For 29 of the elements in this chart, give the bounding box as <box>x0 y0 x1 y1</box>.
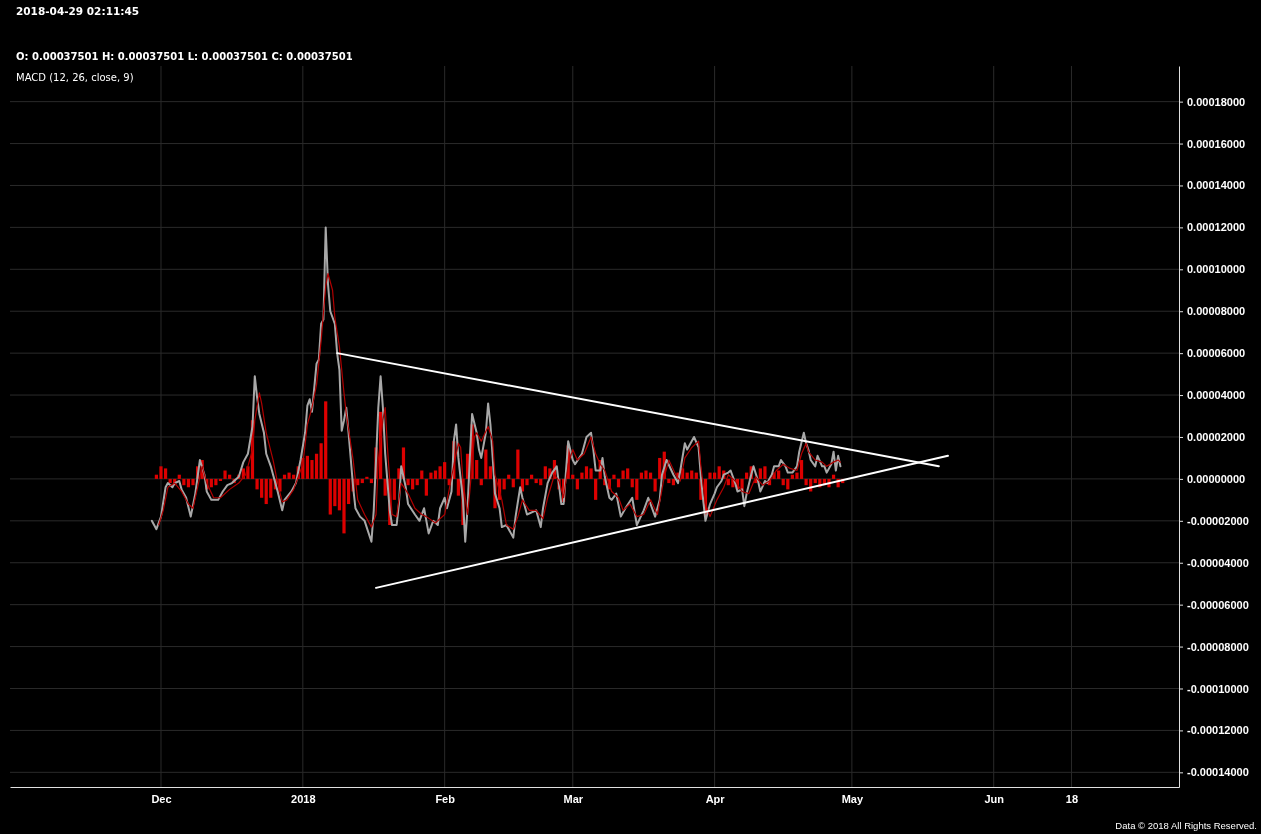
y-tick-label: -0.00008000 <box>1187 640 1249 653</box>
x-tick-label: Jun <box>984 792 1005 805</box>
y-tick-label: -0.00012000 <box>1187 724 1249 737</box>
y-tick-label: -0.00006000 <box>1187 598 1249 611</box>
y-tick-label: 0.00006000 <box>1187 347 1246 360</box>
x-tick-label: 2018 <box>291 792 316 805</box>
y-tick-label: -0.00004000 <box>1187 556 1249 569</box>
text: 2018-04-29 02:11:45 <box>16 5 140 17</box>
text: Data © 2018 All Rights Reserved. <box>1115 820 1257 831</box>
text: O: 0.00037501 H: 0.00037501 L: 0.00037501 C: 0.00037501 <box>16 51 353 62</box>
y-tick-label: -0.00010000 <box>1187 682 1249 695</box>
x-tick-label: Dec <box>151 792 172 805</box>
x-tick-label: Mar <box>563 792 584 805</box>
y-tick-label: 0.00018000 <box>1187 95 1246 108</box>
y-tick-label: -0.00014000 <box>1187 766 1249 779</box>
y-tick-label: 0.00012000 <box>1187 221 1246 234</box>
y-tick-label: 0.00002000 <box>1187 431 1246 443</box>
y-tick-label: 0.00016000 <box>1187 137 1246 150</box>
annotation: MACD (12, 26, close, 9) <box>16 72 134 83</box>
y-tick-label: 0.00008000 <box>1187 305 1246 318</box>
x-tick-label: May <box>841 792 864 805</box>
y-tick-label: 0.00010000 <box>1187 263 1246 276</box>
y-tick-label: 0.00000000 <box>1187 472 1246 485</box>
y-tick-label: 0.00004000 <box>1187 389 1246 402</box>
x-tick-label: Feb <box>435 792 456 805</box>
x-tick-label: 18 <box>1065 792 1079 805</box>
y-tick-label: -0.00002000 <box>1187 514 1249 527</box>
y-tick-label: 0.00014000 <box>1187 179 1246 192</box>
x-tick-label: Apr <box>705 792 726 805</box>
